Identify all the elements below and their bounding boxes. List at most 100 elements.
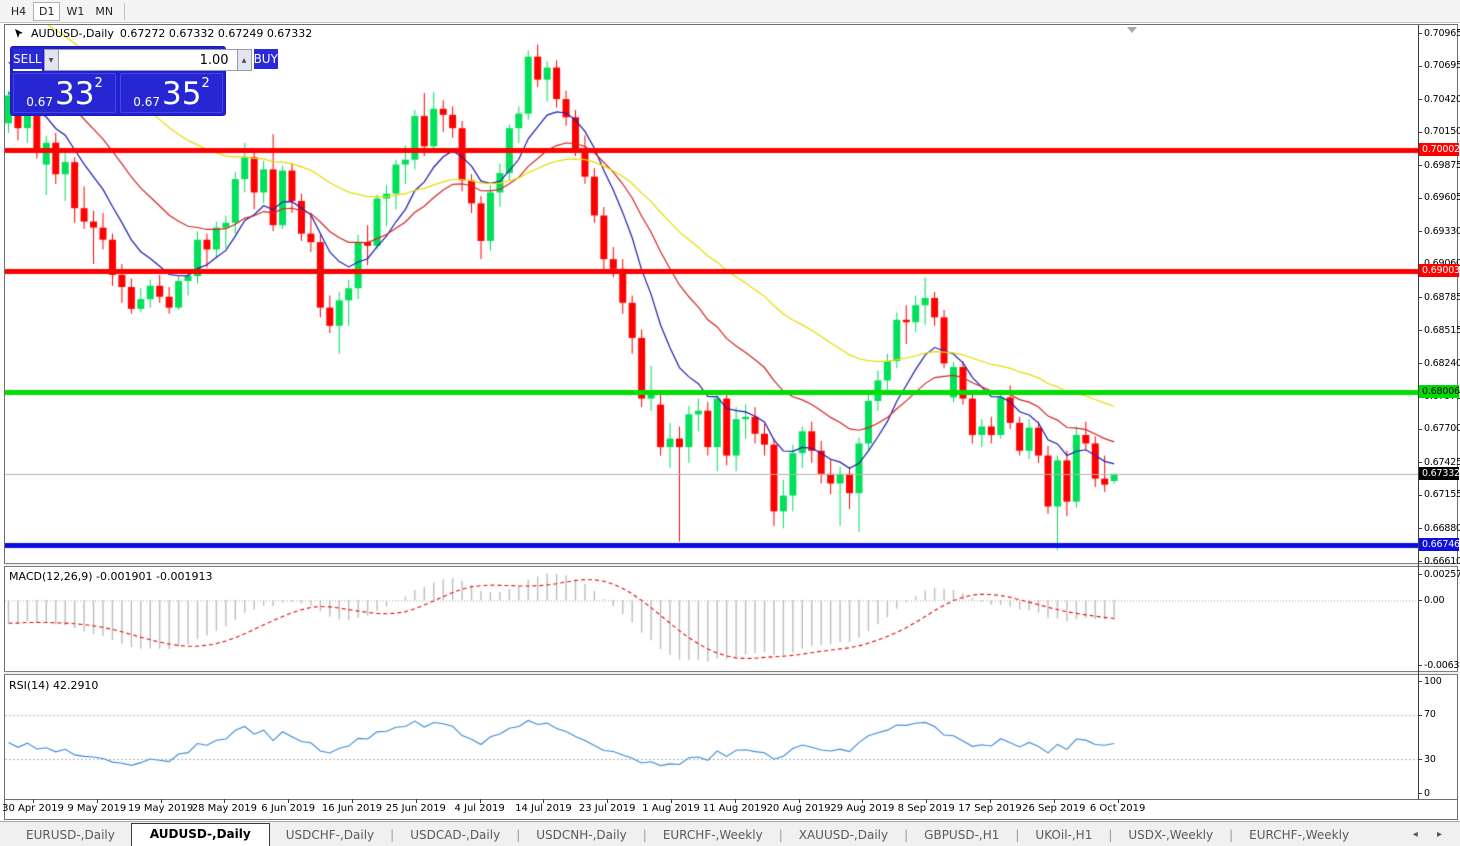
- volume-spinner: ▼ ▲: [43, 49, 252, 71]
- price-line-badge[interactable]: 0.70002: [1419, 143, 1460, 157]
- chart-frame-bottom: [4, 819, 1458, 820]
- timeframe-button-mn[interactable]: MN: [95, 4, 114, 18]
- chart-shift-marker-icon[interactable]: [1127, 27, 1137, 33]
- price-tick-mark: [1418, 131, 1422, 133]
- chart-tab-1[interactable]: AUDUSD-,Daily: [130, 823, 270, 846]
- timeframe-button-d1[interactable]: D1: [33, 1, 61, 21]
- tab-separator: |: [1108, 828, 1113, 842]
- chart-tab-4[interactable]: USDCNH-,Daily: [536, 828, 627, 842]
- tab-separator: |: [1015, 828, 1020, 842]
- cursor-arrow-icon: [15, 29, 23, 38]
- tab-separator: |: [642, 828, 647, 842]
- price-tick-mark: [1418, 231, 1422, 233]
- chart-tab-2[interactable]: USDCHF-,Daily: [285, 828, 375, 842]
- rsi-tick-label: 30: [1424, 753, 1436, 765]
- price-line-badge[interactable]: 0.68006: [1419, 385, 1460, 399]
- price-tick-label: 0.69330: [1424, 225, 1460, 237]
- price-tick-mark: [1418, 65, 1422, 67]
- time-tick-mark: [1117, 799, 1119, 803]
- chart-tab-5[interactable]: EURCHF-,Weekly: [662, 828, 763, 842]
- time-tick-mark: [160, 799, 162, 803]
- chart-frame-left: [4, 24, 5, 820]
- time-tick-label: 6 Jun 2019: [261, 803, 316, 814]
- time-tick-mark: [862, 799, 864, 803]
- chart-tab-8[interactable]: UKOil-,H1: [1035, 828, 1093, 842]
- price-tick-mark: [1418, 428, 1422, 430]
- pane-divider-macd[interactable]: [4, 563, 1458, 567]
- price-tick-label: 0.66610: [1424, 555, 1460, 567]
- time-tick-label: 11 Aug 2019: [702, 803, 767, 814]
- main-chart-canvas[interactable]: [5, 25, 1418, 563]
- timeframe-button-w1[interactable]: W1: [66, 4, 85, 18]
- rsi-tick-mark: [1418, 759, 1422, 761]
- macd-tick-label: 0.00: [1424, 594, 1445, 606]
- rsi-tick-mark: [1418, 681, 1422, 682]
- time-axis-line: [5, 799, 1458, 800]
- timeframe-toolbar: H4 D1 W1 MN: [0, 0, 1460, 23]
- price-tick-mark: [1418, 528, 1422, 530]
- tab-separator: |: [390, 828, 395, 842]
- sell-price-display[interactable]: 0.67 33 2: [13, 73, 116, 113]
- price-tick-mark: [1418, 297, 1422, 299]
- time-tick-label: 6 Oct 2019: [1089, 803, 1146, 814]
- time-tick-label: 17 Sep 2019: [958, 803, 1022, 814]
- tab-separator: |: [904, 828, 909, 842]
- buy-price-display[interactable]: 0.67 35 2: [120, 73, 223, 113]
- price-tick-label: 0.70150: [1424, 126, 1460, 138]
- price-tick-mark: [1418, 494, 1422, 496]
- time-tick-mark: [352, 799, 353, 803]
- buy-price-pipette: 2: [201, 76, 210, 91]
- tab-separator: |: [1229, 828, 1234, 842]
- price-line-badge[interactable]: 0.69003: [1419, 264, 1460, 278]
- rsi-tick-mark: [1418, 714, 1422, 716]
- price-tick-mark: [1418, 165, 1422, 167]
- pane-divider-rsi[interactable]: [4, 671, 1458, 675]
- price-line-badge[interactable]: 0.66746: [1419, 538, 1460, 552]
- chart-tab-0[interactable]: EURUSD-,Daily: [26, 828, 115, 842]
- price-tick-label: 0.66880: [1424, 522, 1460, 534]
- price-tick-mark: [1418, 363, 1422, 365]
- volume-increase-button[interactable]: ▲: [236, 49, 252, 71]
- rsi-tick-label: 100: [1424, 675, 1442, 687]
- buy-button[interactable]: BUY: [253, 49, 278, 71]
- macd-tick-mark: [1418, 600, 1422, 602]
- price-tick-label: 0.69875: [1424, 159, 1460, 171]
- time-tick-mark: [1053, 799, 1055, 803]
- tab-separator: |: [516, 828, 521, 842]
- rsi-tick-label: 70: [1424, 709, 1436, 721]
- macd-indicator-canvas[interactable]: [5, 568, 1418, 671]
- time-tick-label: 14 Jul 2019: [515, 803, 572, 814]
- time-tick-label: 26 Sep 2019: [1022, 803, 1086, 814]
- rsi-indicator-canvas[interactable]: [5, 676, 1418, 799]
- time-tick-mark: [415, 799, 417, 803]
- price-tick-mark: [1418, 561, 1422, 563]
- price-tick-label: 0.69605: [1424, 192, 1460, 204]
- sell-button[interactable]: SELL: [13, 49, 42, 71]
- time-tick-mark: [288, 799, 290, 803]
- chevron-up-icon: ▲: [241, 56, 247, 64]
- price-tick-label: 0.67700: [1424, 423, 1460, 435]
- toolbar-separator: [124, 2, 126, 20]
- chart-frame-right: [1457, 24, 1458, 820]
- price-tick-label: 0.67155: [1424, 489, 1460, 501]
- price-tick-mark: [1418, 33, 1422, 34]
- price-axis-line: [1418, 25, 1419, 799]
- volume-decrease-button[interactable]: ▼: [43, 49, 59, 71]
- time-tick-mark: [734, 799, 736, 803]
- time-tick-label: 4 Jul 2019: [454, 803, 505, 814]
- chart-tab-10[interactable]: EURCHF-,Weekly: [1249, 828, 1350, 842]
- chart-tab-9[interactable]: USDX-,Weekly: [1128, 828, 1214, 842]
- timeframe-button-h4[interactable]: H4: [10, 4, 27, 18]
- chart-title: AUDUSD-,Daily 0.67272 0.67332 0.67249 0.…: [14, 27, 312, 40]
- chart-tab-7[interactable]: GBPUSD-,H1: [924, 828, 1000, 842]
- volume-input[interactable]: [58, 49, 237, 71]
- chart-tab-3[interactable]: USDCAD-,Daily: [410, 828, 501, 842]
- chart-frame-top: [4, 24, 1458, 25]
- price-tick-mark: [1418, 197, 1422, 199]
- rsi-pane-label: RSI(14) 42.2910: [9, 679, 99, 692]
- chart-tab-6[interactable]: XAUUSD-,Daily: [798, 828, 889, 842]
- tab-scroll-arrows[interactable]: ◂ ▸: [1412, 829, 1450, 840]
- buy-price-prefix: 0.67: [133, 95, 160, 109]
- time-tick-mark: [33, 799, 34, 803]
